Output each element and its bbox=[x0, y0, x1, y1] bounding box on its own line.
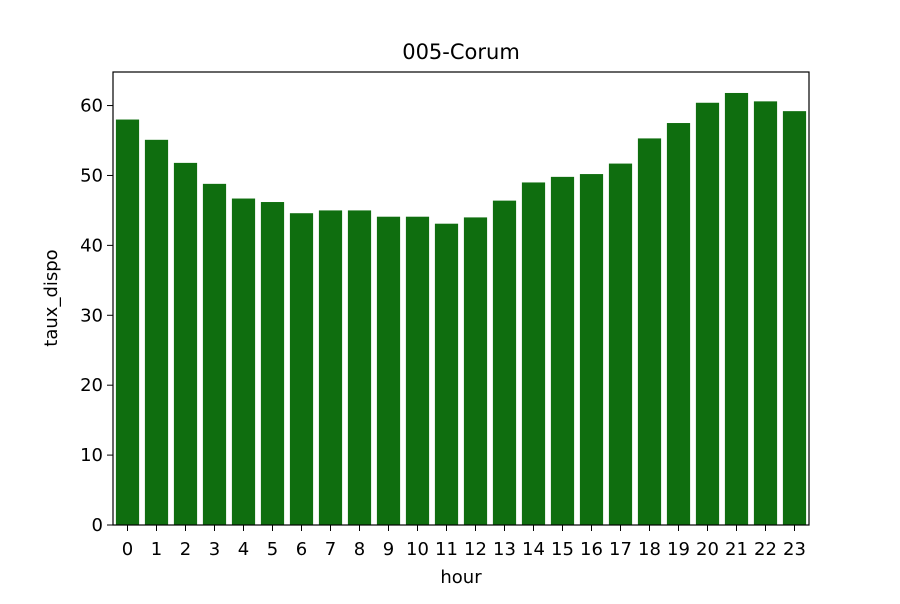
bar-hour-0 bbox=[115, 119, 140, 525]
y-axis-label: taux_dispo bbox=[41, 249, 62, 346]
bar-hour-18 bbox=[637, 138, 662, 525]
x-tick-label: 18 bbox=[638, 539, 661, 560]
bar-hour-19 bbox=[666, 123, 691, 525]
bar-hour-13 bbox=[492, 200, 517, 525]
x-tick-label: 22 bbox=[754, 539, 777, 560]
plot-frame bbox=[112, 71, 810, 526]
x-tick-label: 8 bbox=[354, 539, 365, 560]
bar-hour-6 bbox=[289, 213, 314, 526]
x-tick-label: 19 bbox=[667, 539, 690, 560]
y-tick-label: 30 bbox=[80, 305, 103, 326]
bar-hour-16 bbox=[579, 174, 604, 525]
bar-hour-1 bbox=[144, 139, 169, 525]
bar-hour-20 bbox=[695, 102, 720, 525]
bar-hour-10 bbox=[405, 216, 430, 526]
bar-hour-11 bbox=[434, 223, 459, 525]
bar-hour-23 bbox=[782, 111, 807, 526]
x-tick-label: 4 bbox=[238, 539, 249, 560]
x-tick-label: 5 bbox=[267, 539, 278, 560]
x-tick-label: 10 bbox=[406, 539, 429, 560]
bar-hour-3 bbox=[202, 183, 227, 525]
y-tick-label: 0 bbox=[92, 515, 103, 536]
x-tick-label: 16 bbox=[580, 539, 603, 560]
x-tick-label: 0 bbox=[122, 539, 133, 560]
x-tick-label: 6 bbox=[296, 539, 307, 560]
y-axis-ticks: 0 10 20 30 40 50 60 bbox=[80, 96, 113, 536]
y-tick-label: 20 bbox=[80, 375, 103, 396]
bar-hour-7 bbox=[318, 210, 343, 525]
y-tick-label: 10 bbox=[80, 445, 103, 466]
x-tick-label: 14 bbox=[522, 539, 545, 560]
x-tick-label: 21 bbox=[725, 539, 748, 560]
y-tick-label: 50 bbox=[80, 165, 103, 186]
x-tick-label: 20 bbox=[696, 539, 719, 560]
x-tick-label: 15 bbox=[551, 539, 574, 560]
x-tick-label: 2 bbox=[180, 539, 191, 560]
bars bbox=[115, 92, 807, 526]
bar-hour-8 bbox=[347, 210, 372, 525]
bar-hour-2 bbox=[173, 162, 198, 525]
bar-hour-4 bbox=[231, 198, 256, 525]
bar-hour-15 bbox=[550, 176, 575, 525]
x-axis-label: hour bbox=[440, 567, 482, 588]
y-tick-label: 40 bbox=[80, 235, 103, 256]
chart-title: 005-Corum bbox=[402, 40, 520, 64]
x-tick-label: 11 bbox=[435, 539, 458, 560]
x-tick-label: 3 bbox=[209, 539, 220, 560]
bar-hour-21 bbox=[724, 92, 749, 525]
x-tick-label: 9 bbox=[383, 539, 394, 560]
bar-hour-12 bbox=[463, 217, 488, 525]
bar-hour-17 bbox=[608, 163, 633, 525]
x-tick-label: 17 bbox=[609, 539, 632, 560]
x-tick-label: 7 bbox=[325, 539, 336, 560]
bar-hour-14 bbox=[521, 182, 546, 525]
x-tick-label: 23 bbox=[783, 539, 806, 560]
x-axis-ticks: 0 1 2 3 4 5 6 7 8 9 10 11 12 13 14 15 16 17 18 19 20 21 22 23 bbox=[122, 525, 806, 560]
bar-hour-9 bbox=[376, 216, 401, 526]
y-tick-label: 60 bbox=[80, 96, 103, 117]
x-tick-label: 12 bbox=[464, 539, 487, 560]
x-tick-label: 1 bbox=[151, 539, 162, 560]
x-tick-label: 13 bbox=[493, 539, 516, 560]
bar-hour-22 bbox=[753, 101, 778, 525]
bar-hour-5 bbox=[260, 202, 285, 525]
